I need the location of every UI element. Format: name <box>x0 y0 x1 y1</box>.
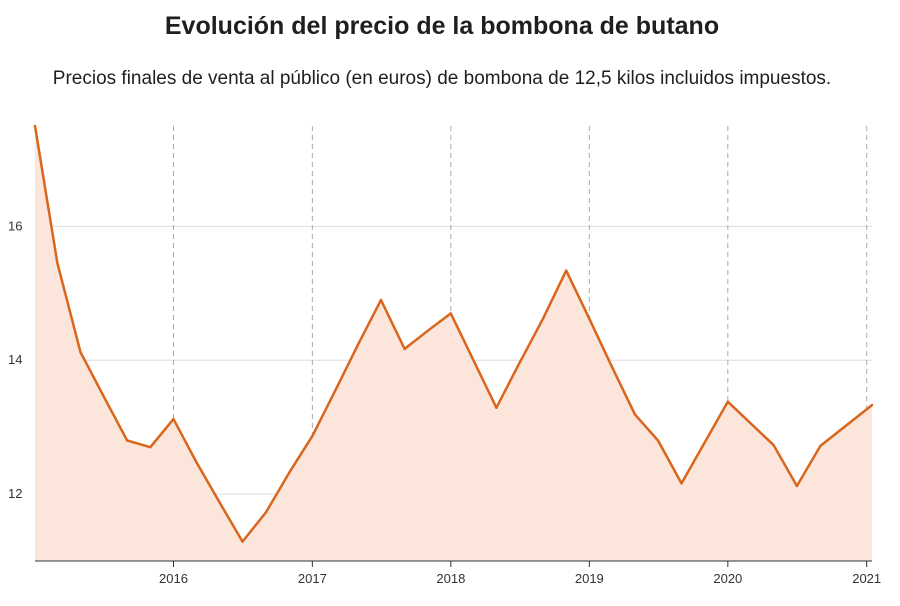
data-point <box>449 312 452 315</box>
data-point <box>633 413 637 416</box>
data-point <box>241 540 244 543</box>
data-point <box>218 500 221 504</box>
x-tick-label: 2019 <box>575 571 604 586</box>
area-layer <box>35 126 872 561</box>
data-point <box>356 343 360 346</box>
data-point <box>333 390 336 393</box>
data-point <box>33 124 37 128</box>
data-point <box>495 406 498 409</box>
data-point <box>56 262 59 265</box>
chart-subtitle: Precios finales de venta al público (en … <box>52 68 832 89</box>
data-point <box>680 482 683 485</box>
data-point <box>870 403 874 407</box>
data-point <box>172 417 175 421</box>
series-area <box>35 126 872 561</box>
data-point <box>772 444 775 447</box>
data-point <box>126 439 129 442</box>
data-point <box>588 317 591 320</box>
data-point <box>541 317 545 320</box>
data-point <box>264 510 268 514</box>
data-point <box>288 471 291 474</box>
x-tick-label: 2018 <box>436 571 465 586</box>
data-point <box>311 434 314 438</box>
data-point <box>565 269 568 272</box>
data-point <box>518 361 521 365</box>
line-layer <box>33 124 874 543</box>
data-point <box>79 351 82 354</box>
data-point <box>726 400 729 403</box>
axis-layer: 12 14 16 2016 2017 2018 2019 2020 2021 <box>8 218 881 586</box>
data-point <box>403 347 406 351</box>
data-point <box>426 329 429 332</box>
data-point <box>819 444 822 448</box>
x-tick-label: 2021 <box>852 571 881 586</box>
data-point <box>379 298 383 302</box>
x-tick-label: 2020 <box>713 571 742 586</box>
data-point <box>610 365 613 368</box>
x-tick-label: 2016 <box>159 571 188 586</box>
data-point <box>795 484 799 488</box>
data-point <box>656 439 660 442</box>
data-point <box>195 460 198 464</box>
y-tick-label: 12 <box>8 486 22 501</box>
x-tick-label: 2017 <box>298 571 327 586</box>
chart-title: Evolución del precio de la bombona de bu… <box>164 12 720 40</box>
y-tick-label: 14 <box>8 352 22 367</box>
data-point <box>149 446 152 449</box>
y-tick-label: 16 <box>8 218 22 233</box>
data-point <box>102 395 105 398</box>
